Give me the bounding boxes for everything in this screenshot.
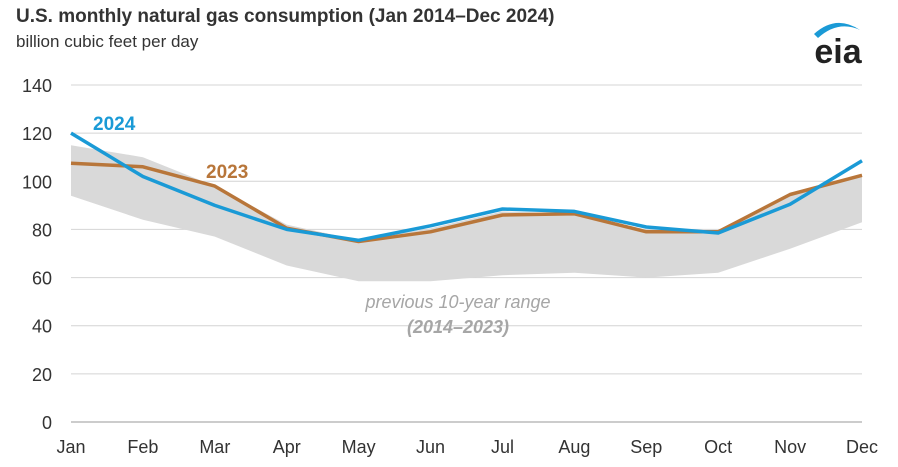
x-tick-label: Dec [846,437,878,457]
x-tick-label: Nov [774,437,806,457]
x-tick-label: May [342,437,376,457]
y-tick-label: 80 [32,220,52,240]
x-tick-label: Apr [273,437,301,457]
x-tick-label: Feb [127,437,158,457]
chart-subtitle: billion cubic feet per day [16,32,199,51]
series-label-2023: 2023 [206,162,248,183]
x-tick-label: Jul [491,437,514,457]
y-tick-label: 140 [22,76,52,96]
y-axis-tick-labels: 0 20 40 60 80 100 120 140 [22,76,52,433]
eia-logo-arc [814,22,860,38]
y-tick-label: 60 [32,269,52,289]
range-label-line2: (2014–2023) [407,317,509,337]
x-tick-label: Aug [558,437,590,457]
y-tick-label: 20 [32,365,52,385]
range-label-line1: previous 10-year range [364,292,550,312]
y-tick-label: 40 [32,317,52,337]
chart-title: U.S. monthly natural gas consumption (Ja… [16,6,555,27]
x-axis-tick-labels: Jan Feb Mar Apr May Jun Jul Aug Sep Oct Nov Dec [56,437,878,457]
x-tick-label: Jan [56,437,85,457]
eia-logo: eia [814,22,863,68]
x-tick-label: Sep [630,437,662,457]
x-tick-label: Mar [199,437,230,457]
ten-year-range-area [71,145,862,282]
y-tick-label: 0 [42,413,52,433]
eia-logo-text: eia [814,33,862,68]
x-tick-label: Oct [704,437,732,457]
series-line-2023 [70,161,863,244]
y-tick-label: 100 [22,172,52,192]
series-label-2024: 2024 [93,114,136,135]
x-tick-label: Jun [416,437,445,457]
series-line-2024 [70,131,863,243]
y-tick-label: 120 [22,124,52,144]
